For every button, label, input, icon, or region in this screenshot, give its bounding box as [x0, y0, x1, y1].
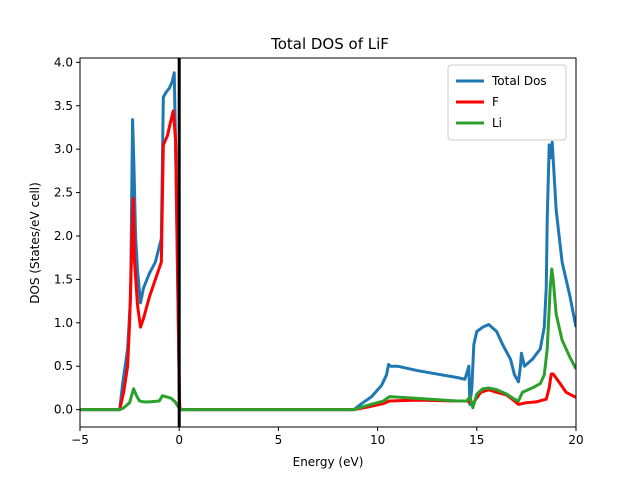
series-line-total-dos: [80, 71, 576, 412]
x-tick-label: 15: [469, 433, 484, 447]
x-tick-label: −5: [71, 433, 89, 447]
y-tick-label: 2.5: [54, 186, 73, 200]
chart-title: Total DOS of LiF: [270, 35, 389, 53]
legend-label: Total Dos: [491, 74, 547, 88]
y-tick-label: 0.5: [54, 359, 73, 373]
x-tick-label: 20: [568, 433, 583, 447]
y-tick-label: 3.5: [54, 99, 73, 113]
legend-label: Li: [492, 116, 502, 130]
y-tick-label: 3.0: [54, 142, 73, 156]
x-tick-label: 5: [275, 433, 283, 447]
legend: Total Dos F Li: [447, 64, 567, 141]
x-tick-label: 0: [175, 433, 183, 447]
legend-label: F: [492, 95, 499, 109]
y-axis-label: DOS (States/eV cell): [28, 182, 42, 304]
x-tick-label: 10: [370, 433, 385, 447]
y-tick-label: 4.0: [54, 55, 73, 69]
legend-box: [447, 64, 567, 141]
x-axis-label: Energy (eV): [293, 455, 364, 469]
y-tick-label: 1.0: [54, 316, 73, 330]
plot-frame: [79, 57, 577, 428]
y-tick-label: 0.0: [54, 403, 73, 417]
y-tick-label: 2.0: [54, 229, 73, 243]
axis-ticks: −5 0 5 10 15 20 0.0 0.5 1.0 1.5 2.0 2.5 3.0 3.5 4.0: [54, 55, 584, 447]
series-layer: [80, 58, 576, 427]
y-tick-label: 1.5: [54, 272, 73, 286]
series-line-li: [80, 267, 576, 412]
